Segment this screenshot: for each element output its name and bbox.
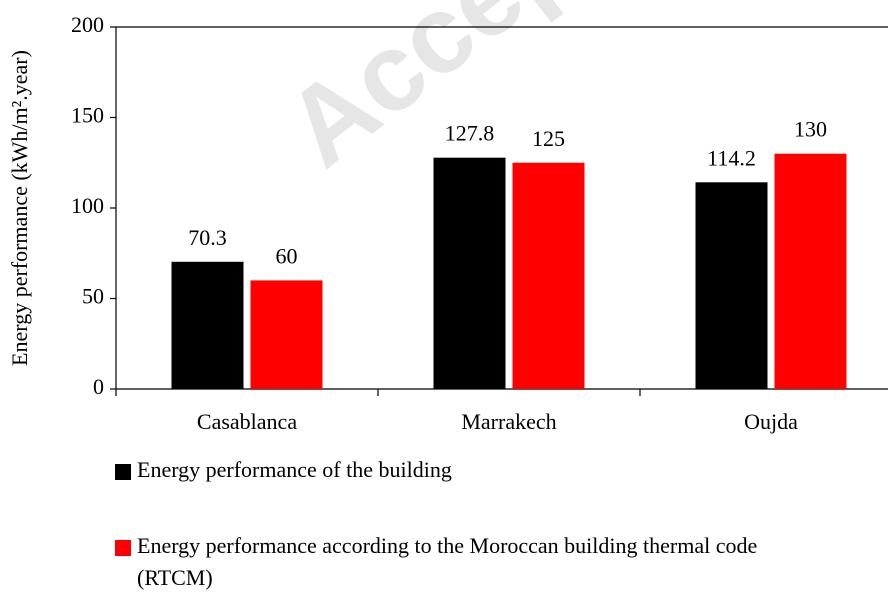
value-label: 60: [276, 243, 298, 268]
bar: [512, 162, 585, 389]
bar: [774, 153, 847, 389]
y-tick-label: 200: [71, 12, 104, 37]
value-label: 130: [794, 117, 827, 142]
y-axis-label: Energy performance (kWh/m².year): [7, 50, 32, 366]
x-tick-label: Marrakech: [461, 409, 556, 434]
legend-label: Energy performance according to the Moro…: [137, 533, 763, 590]
bar: [695, 182, 768, 389]
bar: [171, 261, 244, 389]
legend-swatch: [115, 464, 131, 480]
legend-swatch: [115, 540, 131, 556]
value-label: 127.8: [445, 121, 495, 146]
bar: [433, 157, 506, 389]
value-label: 114.2: [707, 145, 756, 170]
bar: [250, 280, 323, 389]
y-tick-label: 150: [71, 103, 104, 128]
y-tick-label: 0: [93, 374, 104, 399]
y-tick-label: 50: [82, 284, 104, 309]
x-tick-label: Oujda: [744, 409, 798, 434]
value-label: 70.3: [188, 225, 227, 250]
value-label: 125: [532, 126, 565, 151]
y-tick-label: 100: [71, 193, 104, 218]
x-tick-label: Casablanca: [197, 409, 297, 434]
legend-label: Energy performance of the building: [137, 457, 452, 482]
